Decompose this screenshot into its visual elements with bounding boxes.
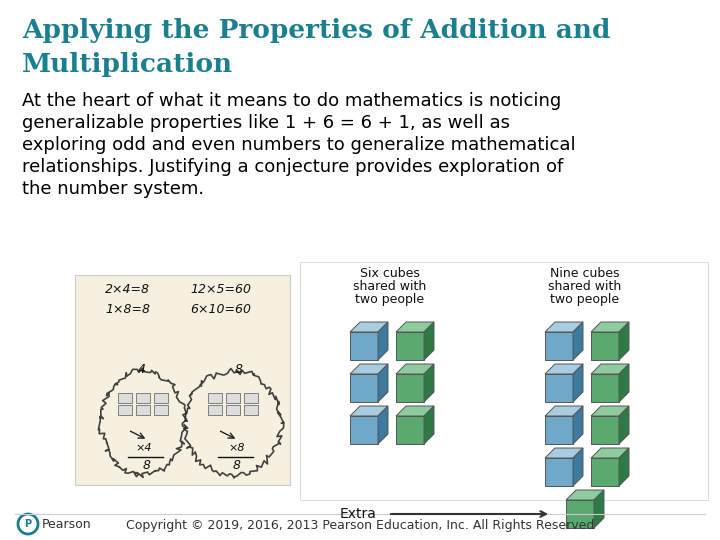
Text: Applying the Properties of Addition and: Applying the Properties of Addition and (22, 18, 611, 43)
Text: 6×10=60: 6×10=60 (190, 303, 251, 316)
Polygon shape (378, 364, 388, 402)
Polygon shape (350, 364, 388, 374)
Polygon shape (396, 406, 434, 416)
Text: shared with: shared with (549, 280, 621, 293)
Polygon shape (350, 416, 378, 444)
Text: ×4: ×4 (135, 443, 151, 453)
FancyBboxPatch shape (136, 405, 150, 415)
Text: Multiplication: Multiplication (22, 52, 233, 77)
Text: exploring odd and even numbers to generalize mathematical: exploring odd and even numbers to genera… (22, 136, 575, 154)
FancyBboxPatch shape (75, 275, 290, 485)
Polygon shape (545, 458, 573, 486)
Polygon shape (591, 448, 629, 458)
Text: 1×8=8: 1×8=8 (105, 303, 150, 316)
Polygon shape (396, 322, 434, 332)
Polygon shape (545, 364, 583, 374)
Polygon shape (573, 322, 583, 360)
Text: generalizable properties like 1 + 6 = 6 + 1, as well as: generalizable properties like 1 + 6 = 6 … (22, 114, 510, 132)
Polygon shape (378, 322, 388, 360)
Polygon shape (350, 406, 388, 416)
Polygon shape (619, 364, 629, 402)
Polygon shape (424, 322, 434, 360)
FancyBboxPatch shape (226, 405, 240, 415)
Text: Nine cubes: Nine cubes (550, 267, 620, 280)
Text: 8: 8 (235, 363, 243, 376)
Text: Six cubes: Six cubes (360, 267, 420, 280)
Text: 2×4=8: 2×4=8 (105, 283, 150, 296)
Text: Copyright © 2019, 2016, 2013 Pearson Education, Inc. All Rights Reserved: Copyright © 2019, 2016, 2013 Pearson Edu… (126, 519, 594, 532)
Polygon shape (594, 490, 604, 528)
Polygon shape (396, 416, 424, 444)
FancyBboxPatch shape (208, 405, 222, 415)
Polygon shape (591, 332, 619, 360)
Polygon shape (573, 448, 583, 486)
FancyBboxPatch shape (136, 393, 150, 403)
Polygon shape (350, 374, 378, 402)
Text: 8: 8 (143, 459, 151, 472)
Text: relationships. Justifying a conjecture provides exploration of: relationships. Justifying a conjecture p… (22, 158, 563, 176)
Polygon shape (591, 416, 619, 444)
Polygon shape (545, 374, 573, 402)
Polygon shape (591, 364, 629, 374)
Polygon shape (573, 364, 583, 402)
Text: 8: 8 (233, 459, 241, 472)
Polygon shape (545, 332, 573, 360)
FancyBboxPatch shape (300, 262, 708, 500)
Polygon shape (396, 374, 424, 402)
Text: shared with: shared with (354, 280, 427, 293)
Polygon shape (591, 322, 629, 332)
Polygon shape (619, 406, 629, 444)
Polygon shape (619, 322, 629, 360)
Polygon shape (396, 364, 434, 374)
Polygon shape (396, 332, 424, 360)
Polygon shape (591, 406, 629, 416)
Text: Pearson: Pearson (42, 517, 91, 530)
Polygon shape (591, 374, 619, 402)
FancyBboxPatch shape (208, 393, 222, 403)
Polygon shape (545, 416, 573, 444)
FancyBboxPatch shape (154, 393, 168, 403)
Polygon shape (350, 322, 388, 332)
FancyBboxPatch shape (118, 405, 132, 415)
Text: the number system.: the number system. (22, 180, 204, 198)
Polygon shape (591, 458, 619, 486)
Text: ×8: ×8 (228, 443, 245, 453)
Polygon shape (545, 322, 583, 332)
FancyBboxPatch shape (118, 393, 132, 403)
Polygon shape (566, 490, 604, 500)
Text: two people: two people (356, 293, 425, 306)
Polygon shape (573, 406, 583, 444)
Polygon shape (424, 406, 434, 444)
Text: P: P (24, 519, 32, 529)
FancyBboxPatch shape (226, 393, 240, 403)
Text: 4: 4 (138, 363, 146, 376)
Polygon shape (350, 332, 378, 360)
Text: 12×5=60: 12×5=60 (190, 283, 251, 296)
Polygon shape (424, 364, 434, 402)
FancyBboxPatch shape (244, 393, 258, 403)
Polygon shape (619, 448, 629, 486)
Text: At the heart of what it means to do mathematics is noticing: At the heart of what it means to do math… (22, 92, 562, 110)
FancyBboxPatch shape (154, 405, 168, 415)
Text: two people: two people (550, 293, 620, 306)
Text: Extra: Extra (340, 507, 377, 521)
Polygon shape (378, 406, 388, 444)
Polygon shape (566, 500, 594, 528)
FancyBboxPatch shape (244, 405, 258, 415)
Polygon shape (545, 448, 583, 458)
Polygon shape (545, 406, 583, 416)
